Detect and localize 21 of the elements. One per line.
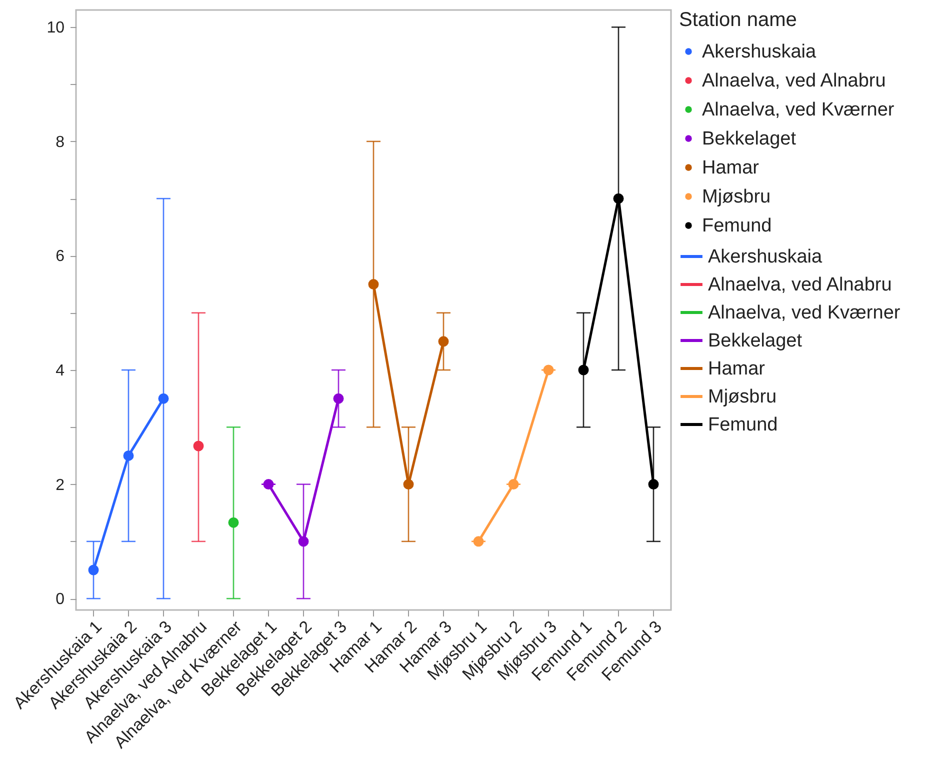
legend-label: Alnaelva, ved Alnabru <box>702 70 886 92</box>
legend-label: Hamar <box>702 158 760 178</box>
legend-label: Akershuskaia <box>708 246 822 268</box>
y-tick-label: 4 <box>56 362 65 380</box>
y-tick-label: 2 <box>56 476 65 494</box>
legend-label: Hamar <box>708 358 766 380</box>
legend-label: Alnaelva, ved Kværner <box>708 302 901 324</box>
legend-label: Akershuskaia <box>702 42 816 62</box>
y-tick-label: 0 <box>56 591 65 608</box>
legend-label: Bekkelaget <box>708 330 803 352</box>
y-tick-label: 8 <box>56 134 65 151</box>
legend-label: Femund <box>702 216 772 236</box>
legend-label: Bekkelaget <box>702 128 797 150</box>
legend-label: Mjøsbru <box>702 186 771 208</box>
legend-label: Alnaelva, ved Kværner <box>702 100 895 120</box>
legend-label: Alnaelva, ved Alnabru <box>708 274 892 296</box>
legend-label: Femund <box>708 414 778 436</box>
y-tick-label: 10 <box>46 20 65 37</box>
y-tick-label: 6 <box>56 248 65 266</box>
legend-label: Mjøsbru <box>708 386 777 408</box>
legend-title: Station name <box>679 9 797 31</box>
